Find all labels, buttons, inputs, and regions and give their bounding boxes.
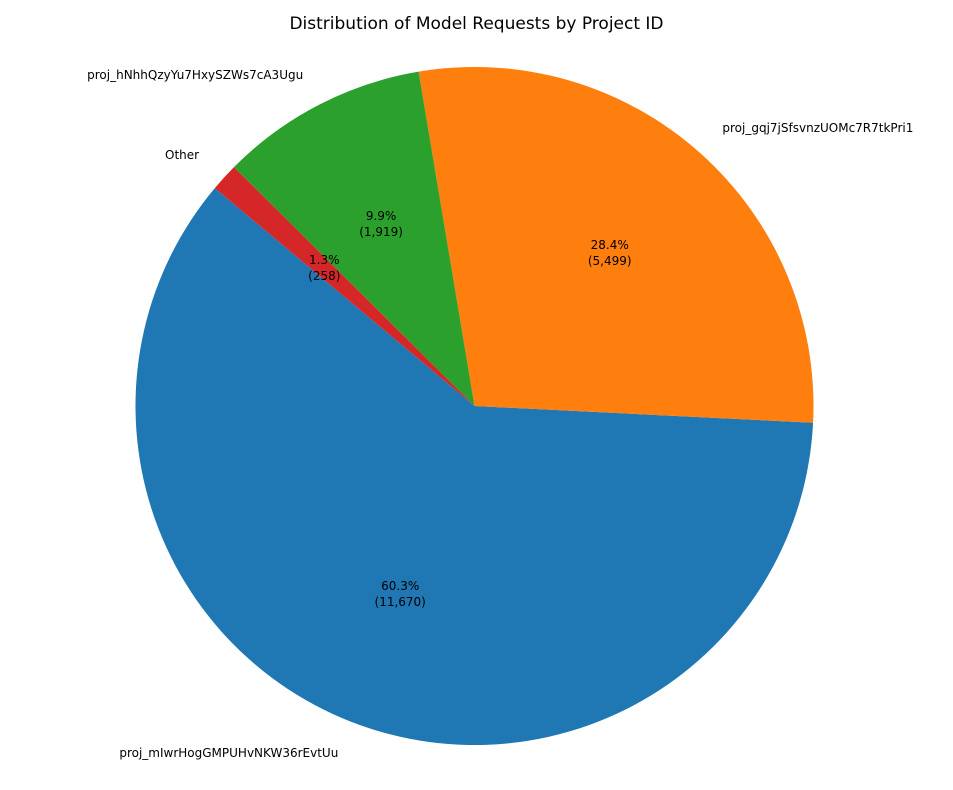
- slice-count-value: (258): [308, 268, 341, 283]
- slice-count-value: (1,919): [359, 225, 403, 240]
- slice-count-value: (11,670): [374, 595, 426, 610]
- slice-label-0: proj_mIwrHogGMPUHvNKW36rEvtUu: [119, 746, 339, 761]
- slice-pct-value: 28.4%: [590, 238, 629, 253]
- pie-slice-3: [214, 167, 475, 406]
- pie-slice-2: [233, 71, 475, 406]
- slice-pct-1: 28.4% (5,499): [588, 238, 632, 270]
- slice-pct-value: 1.3%: [309, 252, 340, 267]
- slice-pct-2: 9.9% (1,919): [359, 209, 403, 241]
- slice-label-3: Other: [165, 147, 200, 162]
- slice-label-1: proj_gqj7jSfsvnzUOMc7R7tkPri1: [722, 120, 914, 135]
- slice-pct-0: 60.3% (11,670): [375, 580, 426, 612]
- chart-title: Distribution of Model Requests by Projec…: [289, 14, 664, 34]
- slice-label-2: proj_hNhhQzyYu7HxySZWs7cA3Ugu: [87, 67, 304, 82]
- slice-count-value: (5,499): [587, 254, 632, 269]
- slice-pct-3: 1.3% (258): [308, 253, 340, 285]
- slice-pct-value: 9.9%: [365, 209, 397, 224]
- pie-slice-1: [418, 67, 814, 423]
- slice-pct-value: 60.3%: [381, 579, 420, 594]
- pie-slice-0: [135, 188, 814, 746]
